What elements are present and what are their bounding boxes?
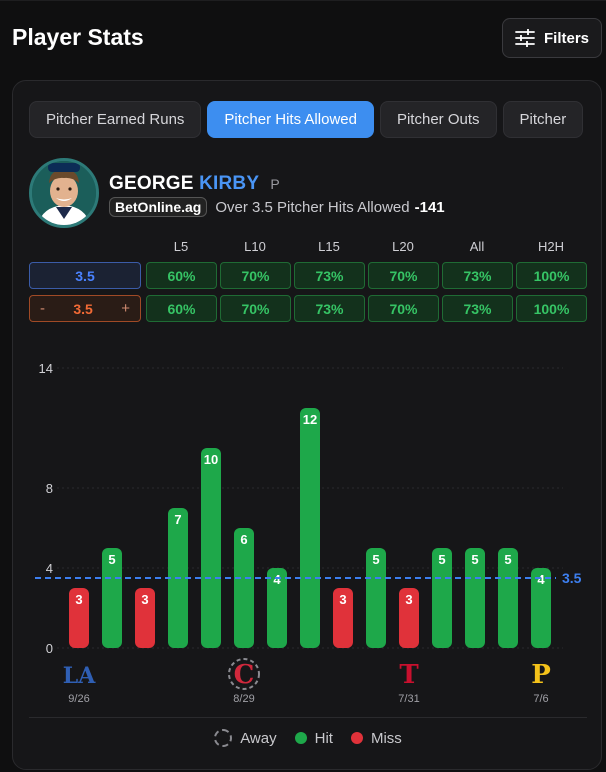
filters-label: Filters [544, 29, 590, 47]
bar-hit [498, 548, 518, 648]
alt-line-stepper: - 3.5 + [29, 295, 141, 322]
bar-value-label: 5 [438, 552, 445, 567]
bar-miss [135, 588, 155, 648]
chart-legend: Away Hit Miss [13, 729, 601, 747]
tab-pitcher-hits-allowed[interactable]: Pitcher Hits Allowed [207, 101, 374, 138]
game-date-label: 8/29 [233, 693, 254, 705]
player-avatar [29, 158, 99, 228]
player-last-name: KIRBY [199, 173, 259, 194]
team-logo-icon: LA [63, 663, 96, 689]
team-logo-icon: C [234, 660, 255, 690]
main-line-value[interactable]: 3.5 [29, 262, 141, 289]
legend-hit-label: Hit [314, 729, 333, 747]
prop-description: Over 3.5 Pitcher Hits Allowed [215, 198, 410, 216]
hit-dot-icon [294, 732, 307, 744]
market-tabs: Pitcher Earned Runs Pitcher Hits Allowed… [29, 101, 601, 138]
filters-button[interactable]: Filters [502, 18, 602, 58]
y-tick-label: 14 [39, 361, 53, 376]
away-ring-icon [214, 729, 233, 747]
bar-hit [201, 448, 221, 648]
player-stats-card: Pitcher Earned Runs Pitcher Hits Allowed… [12, 80, 602, 770]
legend-hit: Hit [294, 729, 333, 747]
bar-value-label: 3 [339, 592, 346, 607]
bar-value-label: 10 [204, 452, 218, 467]
main-split-all: 73% [442, 262, 513, 289]
split-header-l5: L5 [173, 239, 189, 254]
legend-away: Away [214, 729, 277, 747]
away-ring-icon [228, 658, 260, 690]
bar-value-label: 3 [405, 592, 412, 607]
alt-line-value[interactable]: 3.5 [73, 300, 93, 317]
bar-miss [69, 588, 89, 648]
alt-split-all: 73% [442, 295, 513, 322]
main-split-l10: 70% [220, 262, 291, 289]
alt-split-l5: 60% [146, 295, 217, 322]
tab-pitcher-outs[interactable]: Pitcher Outs [379, 101, 497, 138]
bar-value-label: 6 [240, 532, 247, 547]
bar-value-label: 4 [537, 572, 545, 587]
split-header-h2h: H2H [537, 239, 564, 254]
legend-divider [29, 717, 587, 718]
bar-hit [432, 548, 452, 648]
bar-value-label: 5 [504, 552, 511, 567]
tab-pitcher-more[interactable]: Pitcher [502, 101, 584, 138]
game-date-label: 9/26 [68, 693, 89, 705]
player-first-name: GEORGE [109, 173, 194, 194]
bar-value-label: 3 [141, 592, 148, 607]
y-tick-label: 8 [46, 481, 53, 496]
alt-split-h2h: 100% [516, 295, 587, 322]
bar-hit [267, 568, 287, 648]
split-header-l10: L10 [244, 239, 266, 254]
y-tick-label: 4 [46, 561, 53, 576]
team-logo-icon: P [531, 660, 551, 690]
bar-miss [399, 588, 419, 648]
bar-hit [234, 528, 254, 648]
bar-hit [531, 568, 551, 648]
top-divider [0, 0, 606, 1]
sliders-icon [515, 29, 535, 47]
alt-split-l10: 70% [220, 295, 291, 322]
bar-hit [366, 548, 386, 648]
player-name: GEORGE KIRBY P [109, 173, 280, 195]
split-header-all: All [469, 239, 485, 254]
bar-hit [102, 548, 122, 648]
alt-split-l15: 73% [294, 295, 365, 322]
alt-line-increment-button[interactable]: + [121, 300, 130, 317]
team-logo-icon: T [399, 660, 419, 690]
bar-value-label: 12 [303, 412, 317, 427]
main-split-l20: 70% [368, 262, 439, 289]
legend-miss-label: Miss [370, 729, 402, 747]
game-date-label: 7/31 [398, 693, 419, 705]
prop-line-row: BetOnline.ag Over 3.5 Pitcher Hits Allow… [109, 197, 445, 217]
main-split-h2h: 100% [516, 262, 587, 289]
legend-miss: Miss [350, 729, 402, 747]
sportsbook-badge[interactable]: BetOnline.ag [109, 197, 208, 217]
prop-line-label: 3.5 [562, 570, 582, 586]
split-header-l20: L20 [392, 239, 414, 254]
bar-hit [465, 548, 485, 648]
game-log-bar-chart: 14 8 4 0 3 5 3 7 10 6 4 12 3 5 3 5 5 5 4 3.5 LA 9/26 C 8/29 T 7/3… [35, 361, 582, 705]
split-header-l15: L15 [318, 239, 340, 254]
bar-value-label: 5 [471, 552, 478, 567]
bar-value-label: 5 [372, 552, 379, 567]
alt-split-l20: 70% [368, 295, 439, 322]
bar-value-label: 7 [174, 512, 181, 527]
alt-line-decrement-button[interactable]: - [40, 300, 45, 317]
prop-odds: -141 [414, 198, 445, 216]
player-position: P [270, 176, 280, 192]
bar-value-label: 5 [108, 552, 115, 567]
miss-dot-icon [350, 732, 363, 744]
y-tick-label: 0 [46, 641, 53, 656]
game-date-label: 7/6 [533, 693, 548, 705]
main-split-l15: 73% [294, 262, 365, 289]
legend-away-label: Away [240, 729, 277, 747]
page-title: Player Stats [12, 24, 144, 50]
main-split-l5: 60% [146, 262, 217, 289]
tab-pitcher-earned-runs[interactable]: Pitcher Earned Runs [29, 101, 202, 138]
bar-hit [300, 408, 320, 648]
bar-value-label: 4 [273, 572, 281, 587]
bar-value-label: 3 [75, 592, 82, 607]
bar-miss [333, 588, 353, 648]
